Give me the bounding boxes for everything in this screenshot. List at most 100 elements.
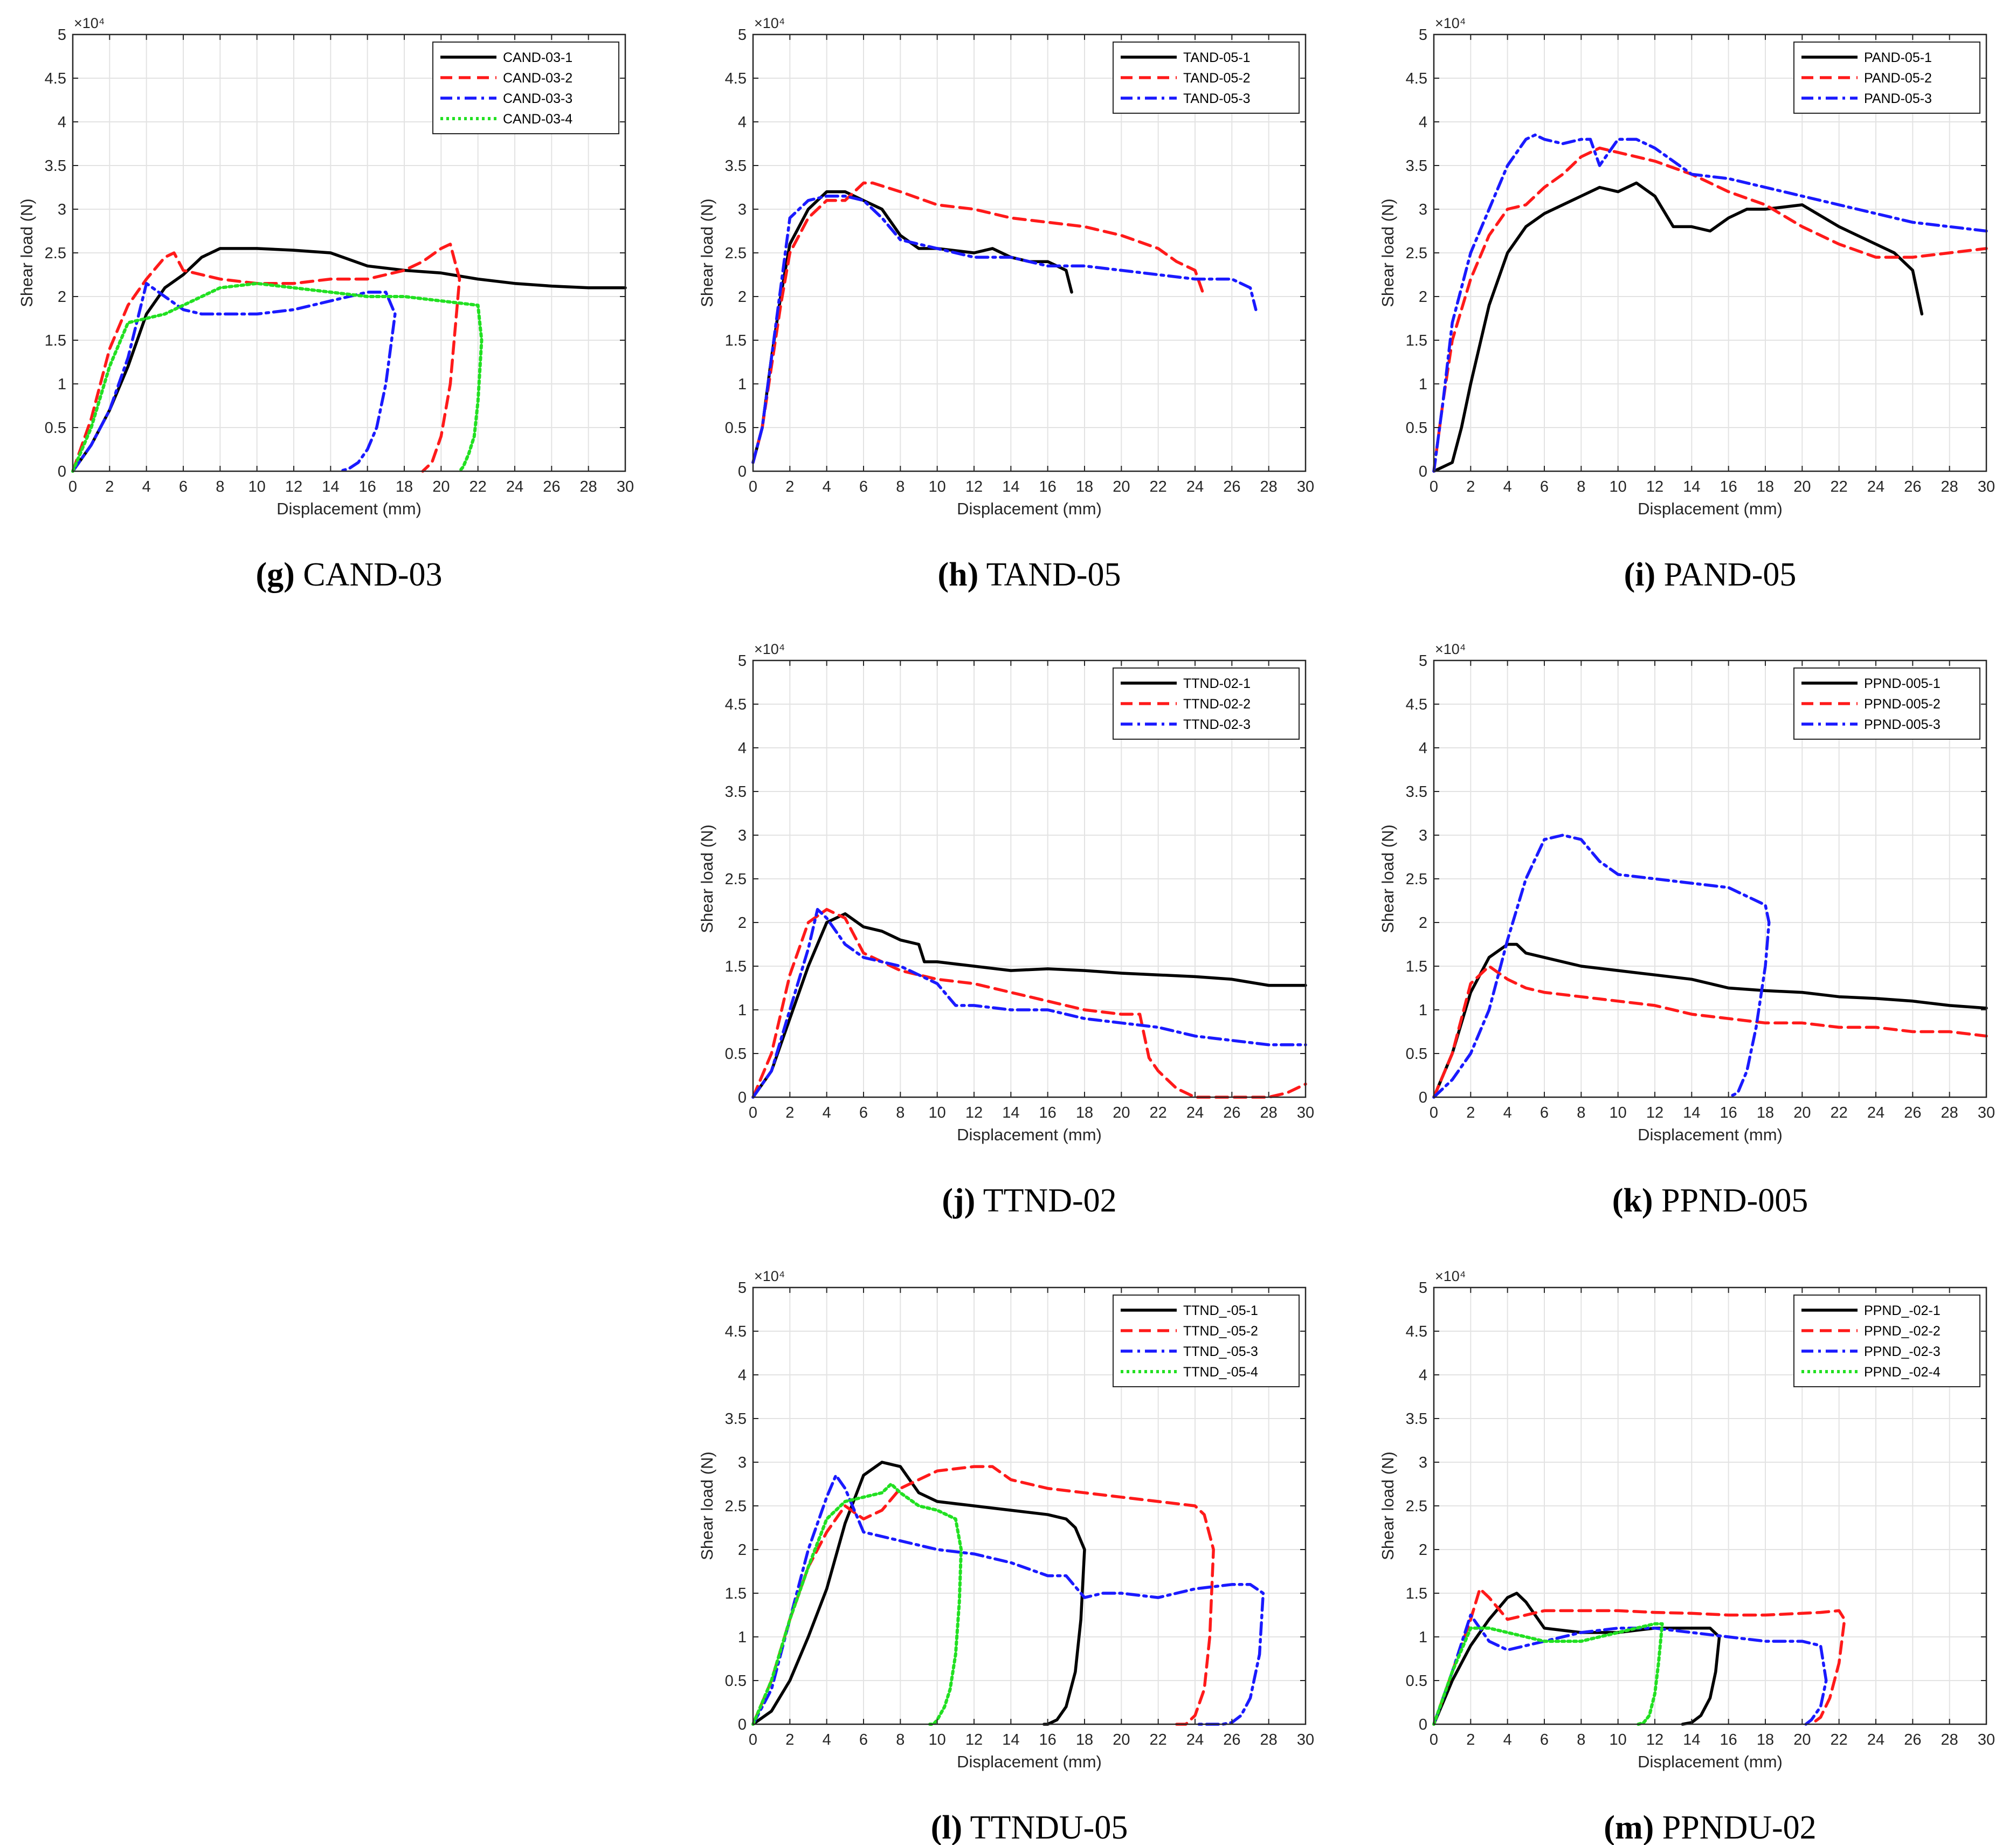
x-tick-label: 30 (1978, 1104, 1995, 1121)
y-tick-label: 1.5 (45, 332, 66, 349)
x-tick-label: 10 (929, 1104, 946, 1121)
y-tick-label: 4.5 (725, 1323, 747, 1340)
x-tick-label: 28 (1941, 1104, 1958, 1121)
x-tick-label: 12 (965, 478, 983, 495)
series-line-3 (1432, 1622, 1664, 1726)
y-tick-label: 4.5 (725, 696, 747, 713)
y-tick-label: 1 (738, 376, 747, 393)
y-tick-label: 0 (738, 1089, 747, 1106)
x-tick-label: 4 (823, 1731, 831, 1748)
y-tick-label: 2.5 (1406, 871, 1427, 888)
y-axis-label: Shear load (N) (1378, 1451, 1397, 1560)
chart-0: 0 2 4 6 8 10 12 14 16 18 20 22 24 26 28 3000.511.522.53… (17, 15, 634, 593)
x-tick-label: 12 (1646, 1104, 1663, 1121)
y-tick-label: 0 (738, 1716, 747, 1733)
y-tick-label: 5 (738, 26, 747, 44)
chart-5: 0 2 4 6 8 10 12 14 16 18 20 22 24 26 28 3000.511.522.53… (698, 1268, 1314, 1845)
y-tick-label: 1 (738, 1002, 747, 1019)
legend-entry: PAND-05-3 (1864, 91, 1932, 106)
y-tick-label: 3.5 (1406, 1410, 1427, 1428)
x-tick-label: 8 (1577, 1731, 1585, 1748)
chart-caption: (g) CAND-03 (256, 556, 442, 593)
legend-entry: TAND-05-1 (1183, 50, 1251, 65)
caption-letter: (k) (1612, 1182, 1653, 1219)
legend-entry: PPND_-02-1 (1864, 1303, 1941, 1318)
y-tick-label: 1.5 (1406, 958, 1427, 975)
y-tick-label: 5 (1419, 652, 1427, 670)
x-tick-label: 28 (1260, 1731, 1278, 1748)
x-tick-label: 14 (1002, 1104, 1019, 1121)
x-tick-label: 24 (1186, 1731, 1204, 1748)
series-line-3 (71, 281, 484, 473)
y-tick-label: 0 (738, 463, 747, 480)
y-tick-label: 4 (1419, 114, 1427, 131)
legend-entry: CAND-03-4 (503, 112, 572, 127)
series-line-0 (1432, 942, 1988, 1099)
series-line-3 (751, 1482, 963, 1726)
series-line-0 (751, 912, 1307, 1099)
x-tick-label: 16 (359, 478, 376, 495)
x-tick-label: 4 (1503, 478, 1512, 495)
x-tick-label: 6 (1540, 478, 1549, 495)
y-tick-label: 0 (1419, 1716, 1427, 1733)
x-tick-label: 26 (1904, 1104, 1921, 1121)
y-axis-label: Shear load (N) (1378, 198, 1397, 307)
legend: PAND-05-1 PAND-05-2 PAND-05-3 (1793, 42, 1980, 114)
chart-3: 0 2 4 6 8 10 12 14 16 18 20 22 24 26 28 3000.511.522.53… (698, 641, 1314, 1219)
x-tick-label: 0 (1430, 478, 1438, 495)
caption-name: PPND-005 (1653, 1182, 1808, 1219)
caption-letter: (i) (1624, 556, 1656, 593)
y-tick-label: 0 (1419, 1089, 1427, 1106)
legend-entry: TTND_-05-1 (1183, 1303, 1258, 1318)
caption-letter: (j) (942, 1182, 975, 1219)
x-tick-label: 12 (285, 478, 302, 495)
caption-letter: (h) (937, 556, 978, 593)
x-tick-label: 10 (1610, 1731, 1627, 1748)
y-tick-label: 5 (738, 652, 747, 670)
y-exponent: ×10⁴ (1435, 641, 1466, 657)
x-tick-label: 24 (1186, 1104, 1204, 1121)
x-tick-label: 12 (965, 1731, 983, 1748)
chart-4: 0 2 4 6 8 10 12 14 16 18 20 22 24 26 28 3000.511.522.53… (1378, 641, 1995, 1219)
x-tick-label: 24 (1867, 478, 1884, 495)
x-tick-label: 0 (749, 1104, 757, 1121)
x-tick-label: 18 (1076, 1731, 1093, 1748)
y-tick-label: 2.5 (1406, 1498, 1427, 1515)
x-tick-label: 16 (1039, 478, 1057, 495)
y-tick-label: 1.5 (725, 958, 747, 975)
legend-entry: PAND-05-2 (1864, 71, 1932, 86)
x-tick-label: 30 (1297, 1731, 1314, 1748)
x-tick-label: 8 (896, 1731, 905, 1748)
x-tick-label: 2 (105, 478, 114, 495)
legend: TAND-05-1 TAND-05-2 TAND-05-3 (1113, 42, 1300, 114)
y-tick-label: 0.5 (1406, 419, 1427, 437)
legend-entry: TTND_-05-3 (1183, 1344, 1258, 1359)
y-tick-label: 1 (58, 376, 66, 393)
caption-letter: (g) (256, 556, 294, 593)
y-exponent: ×10⁴ (1435, 1268, 1466, 1284)
y-tick-label: 2 (1419, 288, 1427, 306)
x-tick-label: 20 (1793, 478, 1811, 495)
y-tick-label: 3 (1419, 827, 1427, 844)
legend-entry: TTND-02-2 (1183, 697, 1251, 712)
x-tick-label: 12 (965, 1104, 983, 1121)
y-tick-label: 3.5 (1406, 157, 1427, 175)
chart-6: 0 2 4 6 8 10 12 14 16 18 20 22 24 26 28 3000.511.522.53… (1378, 1268, 1995, 1845)
x-tick-label: 10 (929, 478, 946, 495)
y-tick-label: 4.5 (45, 70, 66, 87)
series-line-2 (751, 907, 1307, 1099)
x-tick-label: 6 (1540, 1731, 1549, 1748)
x-tick-label: 2 (1466, 1731, 1475, 1748)
x-tick-label: 6 (1540, 1104, 1549, 1121)
x-tick-label: 20 (1793, 1731, 1811, 1748)
x-tick-label: 16 (1720, 478, 1737, 495)
y-exponent: ×10⁴ (754, 641, 785, 657)
x-tick-label: 18 (1076, 478, 1093, 495)
x-axis-label: Displacement (mm) (1638, 499, 1783, 518)
y-tick-label: 0.5 (725, 419, 747, 437)
x-tick-label: 20 (1113, 1731, 1130, 1748)
x-tick-label: 2 (785, 1731, 794, 1748)
y-tick-label: 4 (58, 114, 66, 131)
y-tick-label: 0.5 (1406, 1045, 1427, 1063)
